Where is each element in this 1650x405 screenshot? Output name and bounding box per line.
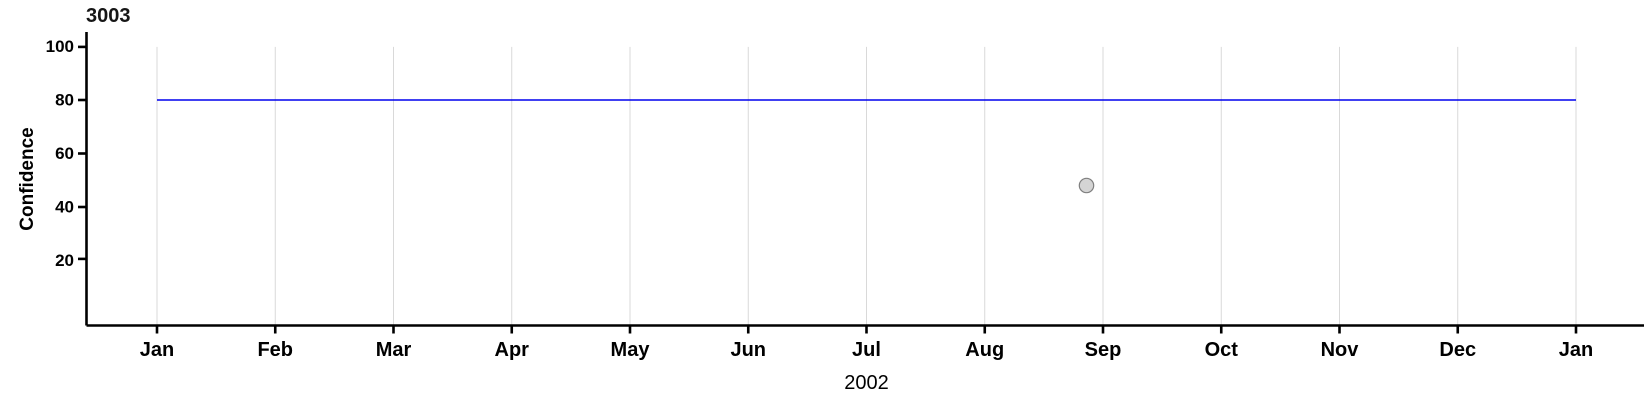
svg-text:May: May (611, 339, 651, 361)
svg-text:Dec: Dec (1439, 339, 1476, 361)
svg-text:Jun: Jun (730, 339, 766, 361)
svg-text:Feb: Feb (257, 339, 293, 361)
svg-text:Oct: Oct (1205, 339, 1239, 361)
svg-text:60: 60 (55, 144, 74, 163)
svg-text:Jan: Jan (1559, 339, 1593, 361)
svg-text:Confidence: Confidence (17, 127, 38, 230)
svg-text:Aug: Aug (965, 339, 1004, 361)
svg-text:2002: 2002 (844, 372, 889, 394)
svg-text:Mar: Mar (376, 339, 412, 361)
svg-text:Nov: Nov (1321, 339, 1360, 361)
svg-text:100: 100 (46, 37, 74, 56)
svg-text:20: 20 (55, 251, 74, 270)
svg-text:40: 40 (55, 198, 74, 217)
svg-text:3003: 3003 (86, 5, 131, 27)
svg-text:Apr: Apr (495, 339, 530, 361)
svg-text:Jul: Jul (852, 339, 881, 361)
svg-text:80: 80 (55, 91, 74, 110)
svg-text:Jan: Jan (140, 339, 174, 361)
svg-text:Sep: Sep (1085, 339, 1122, 361)
